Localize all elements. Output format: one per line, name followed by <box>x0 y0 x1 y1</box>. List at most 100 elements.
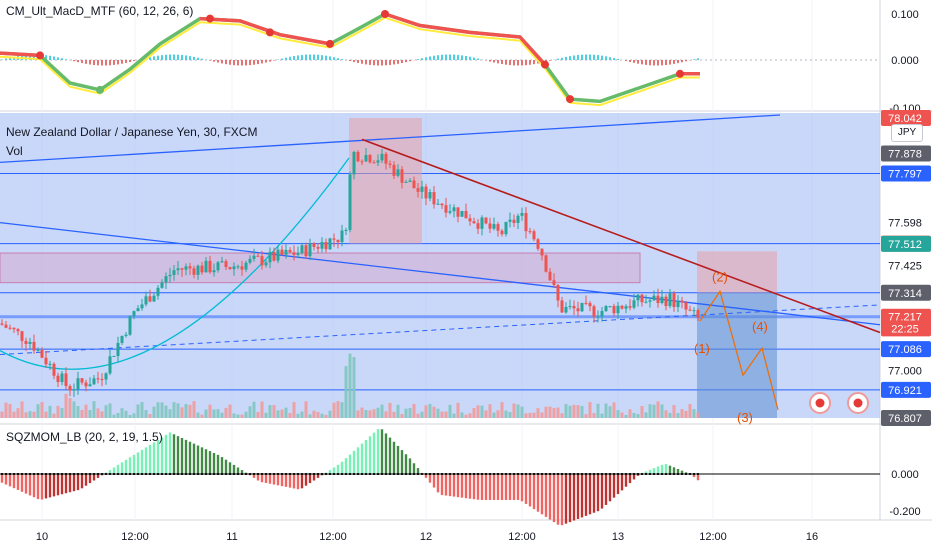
macd-hist-bar <box>389 60 391 65</box>
sqz-bar <box>372 432 376 474</box>
sqz-bar <box>160 437 164 474</box>
sqz-bar <box>616 474 620 495</box>
symbol-title[interactable]: New Zealand Dollar / Japanese Yen, 30, F… <box>6 125 258 139</box>
macd-hist-bar <box>113 60 115 65</box>
sqz-bar <box>40 474 44 500</box>
sqz-bar <box>268 474 272 484</box>
volume-bar <box>76 406 80 418</box>
macd-hist-bar <box>273 60 275 61</box>
sqz-bar <box>344 458 348 474</box>
candle <box>284 249 288 255</box>
sqz-dot <box>209 473 211 475</box>
price-pane[interactable]: (1) (2) (3) (4) <box>0 113 881 425</box>
candle <box>500 230 504 235</box>
volume-bar <box>412 403 416 418</box>
time-axis-label: 12:00 <box>319 531 347 543</box>
sqz-bar <box>412 463 416 474</box>
volume-title[interactable]: Vol <box>6 144 23 158</box>
candle <box>256 255 260 257</box>
sqz-dot <box>505 473 507 475</box>
volume-bar <box>136 404 140 418</box>
macd-indicator-title[interactable]: CM_Ult_MacD_MTF (60, 12, 26, 6) <box>6 4 194 18</box>
sqz-bar <box>260 474 264 483</box>
volume-bar <box>292 402 296 418</box>
macd-hist-bar <box>341 59 343 60</box>
macd-hist-bar <box>209 60 211 61</box>
macd-hist-bar <box>217 60 219 63</box>
sqz-bar <box>668 465 672 474</box>
macd-hist-bar <box>401 60 403 64</box>
macd-hist-bar <box>325 55 327 60</box>
volume-bar <box>588 402 592 418</box>
volume-bar <box>416 413 420 418</box>
candle <box>464 210 468 219</box>
sqz-dot <box>493 473 495 475</box>
sqz-bar <box>392 441 396 474</box>
macd-pane[interactable] <box>0 10 880 107</box>
sqz-dot <box>121 473 123 475</box>
macd-hist-bar <box>637 60 639 64</box>
volume-bar <box>692 409 696 418</box>
candle <box>416 188 420 192</box>
candle <box>220 261 224 263</box>
volume-bar <box>596 403 600 418</box>
candle <box>580 302 584 312</box>
volume-bar <box>124 410 128 418</box>
macd-hist-bar <box>93 60 95 65</box>
sqz-dot <box>461 473 463 475</box>
macd-hist-bar <box>173 54 175 60</box>
volume-bar <box>604 403 608 418</box>
volume-bar <box>24 412 28 418</box>
macd-hist-bar <box>629 60 631 62</box>
candle <box>428 192 432 199</box>
candle <box>624 306 628 309</box>
price-tag-label: 77.797 <box>888 169 922 181</box>
macd-hist-bar <box>457 54 459 60</box>
price-axis-label: 77.598 <box>888 218 922 230</box>
sqz-bar <box>520 474 524 502</box>
sqz-dot <box>549 473 551 475</box>
sqz-dot <box>33 473 35 475</box>
sqz-bar <box>540 474 544 515</box>
volume-bar <box>364 410 368 418</box>
squeeze-momentum-pane[interactable] <box>0 429 880 526</box>
time-axis-label: 13 <box>612 531 624 543</box>
sqz-dot <box>41 473 43 475</box>
time-axis[interactable]: 10 12:00 11 12:00 12 12:00 13 12:00 16 <box>36 531 818 543</box>
volume-bar <box>680 409 684 418</box>
sqz-dot <box>253 473 255 475</box>
candle <box>264 262 268 266</box>
price-axis[interactable]: 0.1000.000-0.1000.000-0.20078.04277.8787… <box>881 9 931 518</box>
sqz-dot <box>149 473 151 475</box>
sqz-bar <box>92 474 96 481</box>
sqz-dot <box>537 473 539 475</box>
sqz-dot <box>377 473 379 475</box>
candle <box>504 221 508 235</box>
volume-bar <box>556 407 560 418</box>
macd-hist-bar <box>85 60 87 64</box>
sqz-dot <box>213 473 215 475</box>
sqz-bar <box>556 474 560 525</box>
macd-hist-bar <box>609 57 611 60</box>
macd-histogram <box>1 54 699 66</box>
sqzmom-indicator-title[interactable]: SQZMOM_LB (20, 2, 19, 1.5) <box>6 430 163 444</box>
volume-bar <box>564 403 568 418</box>
currency-badge[interactable]: JPY <box>891 124 923 142</box>
volume-bar <box>216 409 220 418</box>
macd-hist-bar <box>101 60 103 66</box>
sqz-bar <box>608 474 612 502</box>
sqz-bar <box>128 457 132 474</box>
volume-bar <box>176 403 180 418</box>
macd-hist-bar <box>329 56 331 60</box>
sqz-bar <box>52 474 56 497</box>
macd-hist-bar <box>617 58 619 60</box>
macd-hist-bar <box>501 60 503 65</box>
candle <box>424 186 428 199</box>
macd-hist-bar <box>193 56 195 60</box>
macd-hist-bar <box>465 56 467 60</box>
volume-bar <box>284 407 288 418</box>
sqz-dot <box>369 473 371 475</box>
sqz-dot <box>133 473 135 475</box>
sqz-bar <box>396 445 400 474</box>
